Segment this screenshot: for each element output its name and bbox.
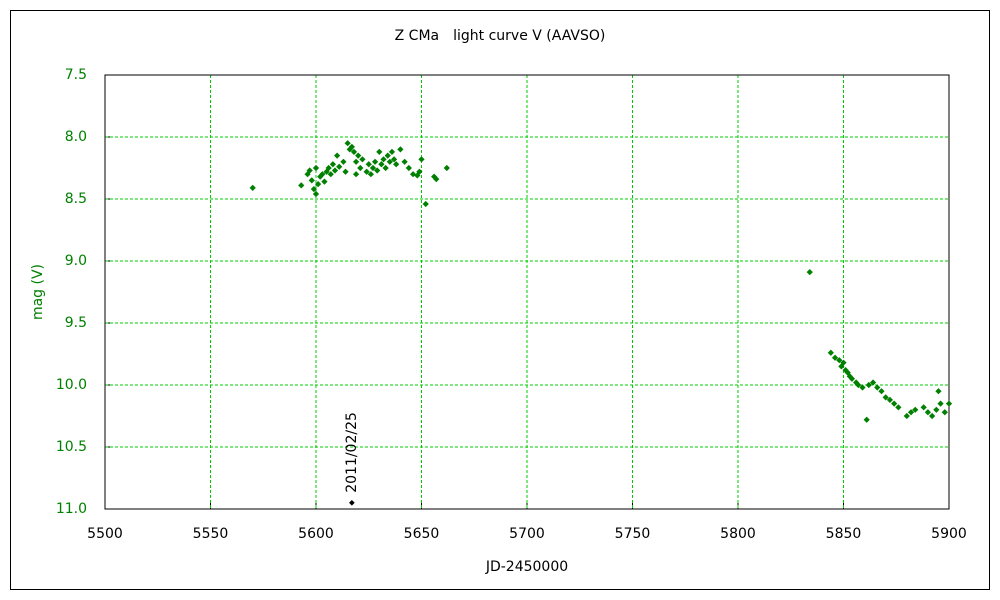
point xyxy=(920,404,927,411)
point xyxy=(357,164,364,172)
point xyxy=(336,163,343,170)
point xyxy=(912,406,919,413)
point xyxy=(443,164,450,172)
point xyxy=(380,156,387,163)
y-tick-label: 10.0 xyxy=(56,377,87,393)
point xyxy=(298,182,305,189)
y-tick-label: 7.5 xyxy=(65,67,87,83)
point xyxy=(376,148,383,155)
point xyxy=(405,164,412,172)
point xyxy=(331,167,339,174)
point xyxy=(924,409,932,416)
annotation-label: 2011/02/25 xyxy=(344,412,360,493)
point xyxy=(352,171,360,178)
point xyxy=(903,412,910,420)
y-tick-label: 11.0 xyxy=(56,501,87,517)
point xyxy=(891,400,898,407)
point xyxy=(895,404,902,411)
point xyxy=(249,184,256,191)
point xyxy=(350,148,358,155)
frame xyxy=(10,10,990,590)
point xyxy=(333,152,341,159)
point xyxy=(863,416,870,423)
point xyxy=(355,152,362,159)
point xyxy=(384,152,391,159)
x-tick-label: 5600 xyxy=(298,526,334,542)
point xyxy=(312,164,320,172)
point xyxy=(806,269,813,276)
point xyxy=(401,158,408,165)
x-tick-label: 5850 xyxy=(826,526,862,542)
point xyxy=(929,412,936,420)
x-tick-label: 5750 xyxy=(615,526,651,542)
point xyxy=(308,177,315,184)
x-axis-label: JD-2450000 xyxy=(485,559,568,575)
point xyxy=(388,148,396,155)
point xyxy=(352,158,360,165)
y-tick-label: 8.5 xyxy=(65,191,87,207)
point xyxy=(941,409,948,416)
y-tick-label: 10.5 xyxy=(56,439,87,455)
point xyxy=(382,164,389,172)
y-tick-label: 8.0 xyxy=(65,129,87,145)
x-tick-label: 5550 xyxy=(193,526,229,542)
annotation-marker xyxy=(349,499,355,506)
y-tick-label: 9.5 xyxy=(65,315,87,331)
point xyxy=(390,156,398,163)
point xyxy=(840,359,847,366)
point xyxy=(340,158,347,165)
point xyxy=(321,178,328,185)
point xyxy=(365,161,372,168)
chart-title: Z CMa light curve V (AAVSO) xyxy=(395,28,606,44)
point xyxy=(371,158,379,165)
point xyxy=(342,168,349,175)
point xyxy=(882,394,889,401)
point xyxy=(937,400,944,407)
x-tick-label: 5700 xyxy=(509,526,545,542)
point xyxy=(422,200,429,208)
point xyxy=(848,375,856,382)
point xyxy=(344,140,351,147)
point xyxy=(935,388,942,395)
plot-area xyxy=(104,74,950,510)
point xyxy=(359,156,366,163)
point xyxy=(933,406,940,413)
x-tick-label: 5650 xyxy=(404,526,440,542)
point xyxy=(397,146,404,153)
point xyxy=(418,156,425,163)
x-tick-label: 5800 xyxy=(720,526,756,542)
point xyxy=(878,388,885,395)
y-axis-label: mag (V) xyxy=(30,264,46,320)
x-tick-label: 5900 xyxy=(931,526,967,542)
point xyxy=(945,400,953,407)
point xyxy=(827,349,834,356)
point xyxy=(869,379,877,386)
point xyxy=(329,161,336,168)
y-tick-label: 9.0 xyxy=(65,253,87,269)
x-tick-label: 5500 xyxy=(87,526,123,542)
